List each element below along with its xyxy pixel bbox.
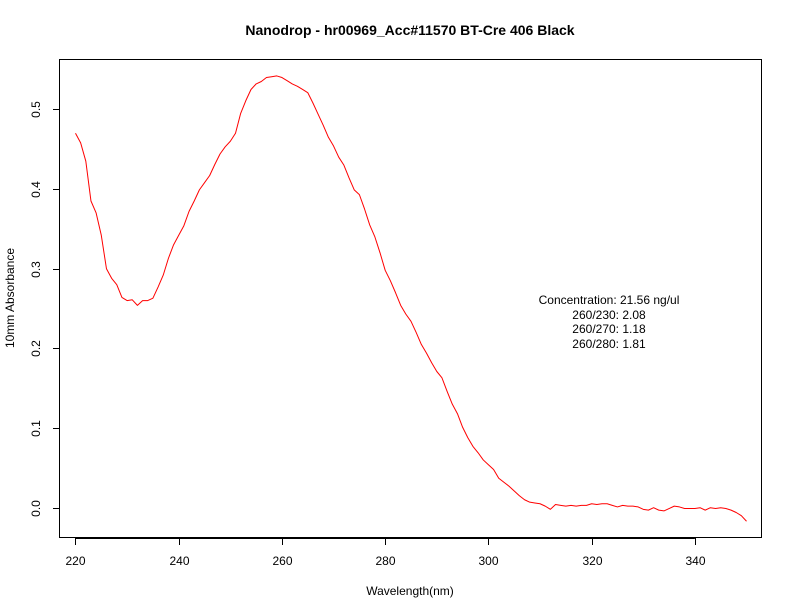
x-tick-label-300: 300	[478, 554, 498, 568]
annotation-260-280: 260/280: 1.81	[572, 337, 646, 351]
x-tick-label-240: 240	[169, 554, 189, 568]
x-tick-label-340: 340	[685, 554, 705, 568]
y-tick-label-3: 0.3	[29, 261, 43, 278]
x-tick-label-320: 320	[582, 554, 602, 568]
x-tick-label-220: 220	[65, 554, 85, 568]
y-axis: 0.0 0.1 0.2 0.3 0.4 0.5	[29, 101, 60, 517]
annotation-260-270: 260/270: 1.18	[572, 322, 646, 336]
y-tick-label-2: 0.2	[29, 340, 43, 357]
y-tick-label-5: 0.5	[29, 101, 43, 118]
y-tick-label-1: 0.1	[29, 420, 43, 437]
annotation-260-230: 260/230: 2.08	[572, 308, 646, 322]
x-axis: 220 240 260 280 300 320 340	[65, 538, 706, 568]
series-layer	[75, 75, 747, 522]
annotation-concentration: Concentration: 21.56 ng/ul	[539, 293, 680, 307]
y-axis-label: 10mm Absorbance	[3, 248, 17, 348]
annotation-block: Concentration: 21.56 ng/ul 260/230: 2.08…	[539, 293, 680, 351]
chart-title: Nanodrop - hr00969_Acc#11570 BT-Cre 406 …	[245, 22, 574, 38]
absorbance-series-line-0	[75, 75, 747, 522]
y-tick-label-0: 0.0	[29, 500, 43, 517]
x-tick-label-260: 260	[272, 554, 292, 568]
x-axis-label: Wavelength(nm)	[366, 584, 454, 598]
y-tick-label-4: 0.4	[29, 181, 43, 198]
x-tick-label-280: 280	[375, 554, 395, 568]
